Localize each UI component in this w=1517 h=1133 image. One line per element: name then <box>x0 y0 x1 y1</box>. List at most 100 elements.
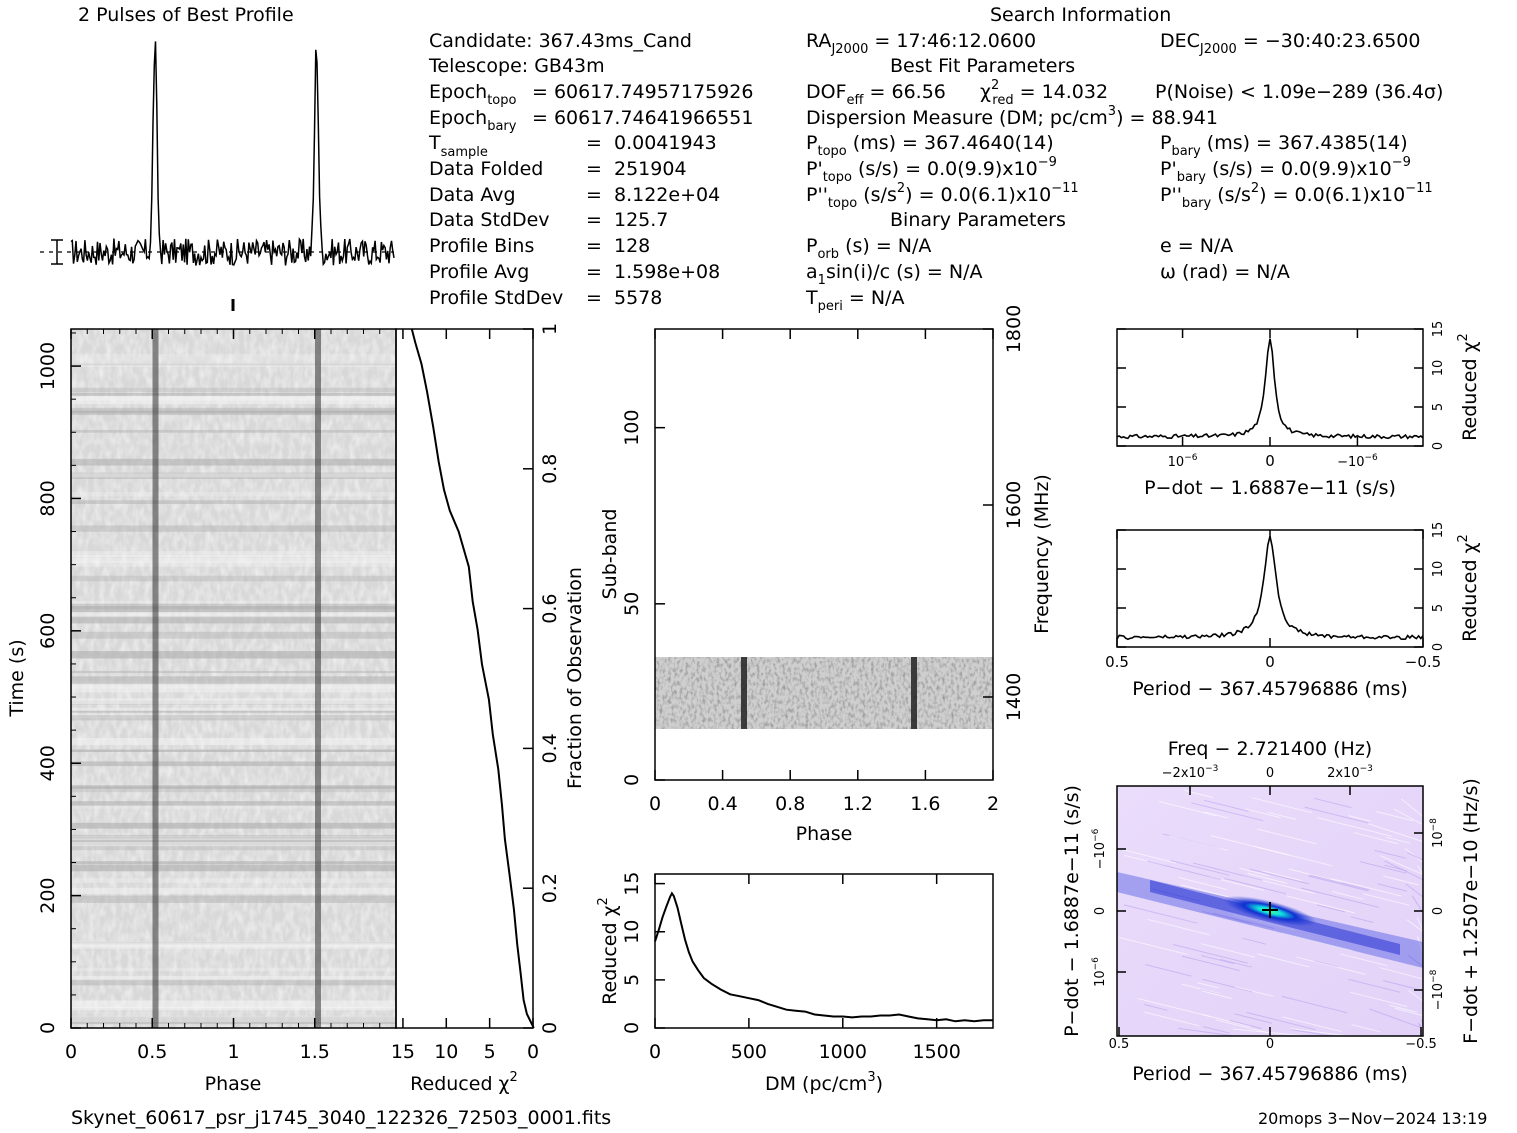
dm-line <box>654 891 993 1023</box>
streak <box>1416 916 1424 931</box>
time-stripe <box>71 837 396 846</box>
profile-title: 2 Pulses of Best Profile <box>78 4 294 26</box>
streak <box>1339 953 1388 967</box>
streak <box>1308 875 1369 892</box>
time-stripe <box>71 387 396 393</box>
time-stripe <box>71 670 396 674</box>
streak <box>1331 878 1402 897</box>
time-stripe <box>71 975 396 981</box>
streak <box>1262 870 1302 882</box>
streak <box>1229 1020 1263 1030</box>
streak <box>1193 862 1263 881</box>
time-phase-noise <box>71 329 396 1028</box>
y-tick-label: 200 <box>37 877 59 913</box>
y-tick-label: 0.4 <box>539 733 561 763</box>
time-stripe <box>71 396 396 401</box>
y-tick-label: 800 <box>37 480 59 516</box>
streak <box>1178 877 1228 891</box>
streak <box>1350 991 1408 1007</box>
x-tick-label: −10−6 <box>1337 453 1378 470</box>
time-stripe <box>71 651 396 659</box>
right-tick-label: 1800 <box>1003 305 1025 353</box>
dec-text: DECJ2000 = −30:40:23.6500 <box>1160 30 1420 57</box>
streak <box>1304 806 1370 824</box>
frequency-ylabel: Frequency (MHz) <box>1031 474 1053 634</box>
ecc-text: e = N/A <box>1160 235 1233 257</box>
pdot-frame <box>1116 328 1424 447</box>
right-tick-exponent: −8 <box>1429 969 1439 983</box>
period-frame <box>1116 529 1424 648</box>
pulse-column <box>152 329 159 1028</box>
time-stripe <box>71 941 396 945</box>
streak <box>1406 919 1424 933</box>
dm-x-ticks: 0 500 1000 1500 <box>649 874 961 1063</box>
top-tick-exponent: −3 <box>1360 764 1373 774</box>
epoch-topo-label: Epochtopo <box>429 81 516 108</box>
streak <box>1215 1019 1268 1034</box>
streak <box>1405 883 1424 898</box>
time-stripe <box>71 895 396 903</box>
streak <box>1348 978 1401 993</box>
streak <box>1313 797 1352 809</box>
time-stripe <box>71 676 396 684</box>
x-tick-label: 0.5 <box>1105 653 1129 671</box>
time-stripe <box>71 551 396 555</box>
y-tick-label: 15 <box>621 872 643 896</box>
streak <box>1181 983 1222 995</box>
subband-phase-plot: 0 0.4 0.8 1.2 1.6 2 0 50 100 1400 1600 1800 Phase… <box>599 305 1053 845</box>
time-stripe <box>71 836 396 843</box>
time-stripe <box>71 715 396 721</box>
streak <box>1359 861 1407 874</box>
t-sample-label: Tsample <box>428 132 488 160</box>
time-stripe <box>71 698 396 704</box>
time-stripe <box>71 710 396 713</box>
pddot-bary-text: P''bary (s/s2) = 0.0(6.1)x10−11 <box>1160 181 1433 211</box>
right-tick-label: 1400 <box>1003 673 1025 721</box>
binary-title: Binary Parameters <box>890 209 1066 231</box>
x-tick-label: −0.5 <box>1405 1037 1437 1052</box>
streak <box>1257 953 1309 968</box>
streak <box>1169 835 1229 851</box>
subband-ylabel: Sub-band <box>599 509 621 600</box>
x-tick-label: 10 <box>434 1041 458 1063</box>
y-tick-label: 10 <box>1431 561 1446 578</box>
profile-plot <box>40 41 395 311</box>
streak <box>1286 895 1356 914</box>
time-stripe <box>71 842 396 851</box>
right-tick-label: 10−8 <box>1429 818 1446 848</box>
x-tick-label: 0.5 <box>1109 1037 1130 1052</box>
epoch-topo-value: = 60617.74957175926 <box>532 81 753 103</box>
streak <box>1394 1007 1424 1017</box>
time-phase-xlabel: Phase <box>205 1073 262 1095</box>
pdot-plot: 10−6 0 −10−6 0 5 10 15 P−dot − 1.6887e−11 (s/… <box>1116 321 1481 499</box>
time-stripe <box>71 839 396 843</box>
time-phase-x-ticks: 0 0.5 1 1.5 <box>65 329 381 1063</box>
time-phase-y-ticks: 0 200 400 600 800 1000 <box>37 332 81 1034</box>
time-stripe <box>71 575 396 582</box>
tperi-text: Tperi = N/A <box>805 287 904 314</box>
time-stripe <box>71 429 396 433</box>
ra-text: RAJ2000 = 17:46:12.0600 <box>806 30 1036 57</box>
pnoise-text: P(Noise) < 1.09e−289 (36.4σ) <box>1155 81 1443 103</box>
dm-y-ticks: 0 5 10 15 <box>621 872 665 1034</box>
subband-right-ticks: 1400 1600 1800 <box>983 305 1025 721</box>
streak <box>1316 904 1346 913</box>
pdot-x-ticks: 10−6 0 −10−6 <box>1168 329 1378 470</box>
time-phase-stripes <box>71 354 396 1025</box>
time-stripe <box>71 492 396 497</box>
t-sample-value: = 0.0041943 <box>586 132 717 154</box>
y-tick-label: 50 <box>621 592 643 616</box>
candidate-info: Candidate: 367.43ms_Cand Telescope: GB43… <box>428 30 753 309</box>
y-tick-label: 15 <box>1431 522 1446 539</box>
profile-bins-value: = 128 <box>586 235 650 257</box>
x-tick-label: 0 <box>1265 452 1275 470</box>
p-pdot-marker <box>1262 902 1278 918</box>
left-tick-exponent: −6 <box>1091 828 1101 842</box>
streak <box>1281 995 1348 1014</box>
x-tick-label: 2 <box>987 793 999 815</box>
time-stripe <box>71 685 396 693</box>
chi2-time-frame <box>395 328 534 1029</box>
x-tick-label: 0 <box>649 1041 661 1063</box>
x-tick-label: 500 <box>731 1041 767 1063</box>
y-tick-label: 400 <box>37 745 59 781</box>
